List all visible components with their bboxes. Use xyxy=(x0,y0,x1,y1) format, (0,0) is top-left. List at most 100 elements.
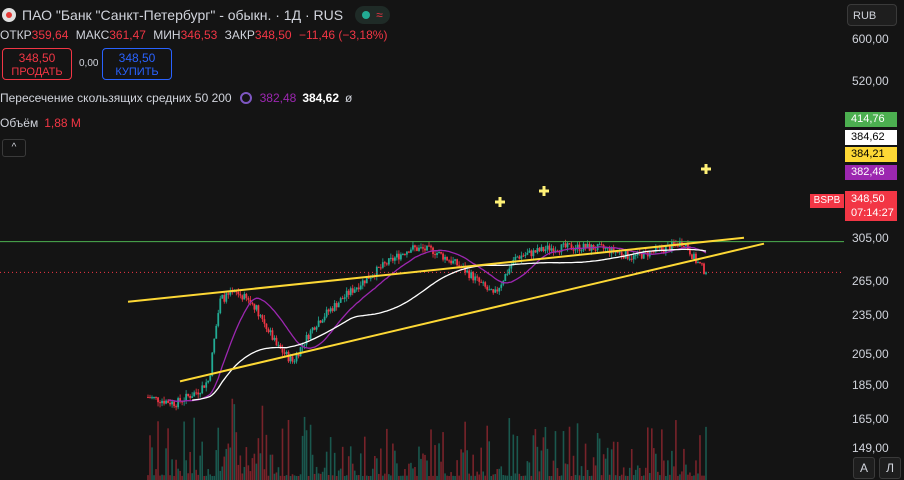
hline-price-badge: 414,76 xyxy=(845,112,897,127)
volume-bar xyxy=(542,437,545,480)
candle-body xyxy=(369,277,372,279)
volume-bar xyxy=(353,470,356,480)
volume-bar xyxy=(480,447,482,480)
symbol-header[interactable]: ПАО "Банк "Санкт-Петербург" - обыкн. · 1… xyxy=(0,4,390,26)
candle-body xyxy=(171,401,173,405)
volume-bar xyxy=(518,473,521,480)
candle-body xyxy=(693,253,695,260)
ma50-price-badge: 382,48 xyxy=(845,165,897,180)
market-status-pill[interactable]: ≈ xyxy=(355,6,390,24)
log-scale-button[interactable]: Л xyxy=(879,457,901,479)
candle-body xyxy=(658,247,661,249)
candle-body xyxy=(315,326,318,330)
volume-bar xyxy=(695,460,697,480)
candle-body xyxy=(187,393,190,396)
volume-bar xyxy=(574,474,577,480)
volume-bar xyxy=(653,448,655,480)
candle-body xyxy=(167,400,169,403)
volume-bar xyxy=(624,475,627,480)
candle-body xyxy=(640,253,643,259)
auto-scale-button[interactable]: А xyxy=(853,457,875,479)
candle-body xyxy=(404,253,406,255)
candle-body xyxy=(562,243,565,245)
volume-bar xyxy=(444,473,446,480)
candle-body xyxy=(207,380,210,383)
candle-body xyxy=(689,249,691,255)
candle-body xyxy=(385,263,388,265)
volume-bar xyxy=(644,467,647,480)
volume-bar xyxy=(536,446,539,480)
candle-body xyxy=(387,258,390,265)
volume-bar xyxy=(538,471,541,480)
candle-body xyxy=(377,266,380,268)
candle-body xyxy=(193,392,196,397)
volume-bar xyxy=(309,424,312,480)
buy-button[interactable]: 348,50 КУПИТЬ xyxy=(102,48,172,80)
volume-bar xyxy=(604,458,607,480)
volume-bar xyxy=(502,474,505,480)
candle-body xyxy=(604,247,607,249)
volume-bar xyxy=(530,475,533,480)
candle-body xyxy=(317,320,320,327)
volume-bar xyxy=(420,458,422,480)
currency-selector[interactable]: RUB xyxy=(847,4,897,26)
volume-bar xyxy=(665,475,667,480)
volume-bar xyxy=(165,448,167,480)
volume-bar xyxy=(476,471,478,480)
volume-bar xyxy=(151,447,153,480)
volume-bar xyxy=(365,475,368,480)
change-value: −11,46 (−3,18%) xyxy=(298,28,388,42)
candle-body xyxy=(564,243,567,248)
candle-body xyxy=(395,253,398,258)
candle-body xyxy=(347,290,350,295)
candle-body xyxy=(576,244,579,249)
volume-bar xyxy=(552,460,555,480)
candle-body xyxy=(237,292,240,295)
candle-body xyxy=(574,248,577,251)
volume-bar xyxy=(638,467,641,480)
candle-body xyxy=(219,298,222,314)
candle-body xyxy=(552,248,555,253)
candle-body xyxy=(614,251,617,253)
indicator-legend[interactable]: Пересечение скользящих средних 50 200 38… xyxy=(0,91,352,105)
volume-bar xyxy=(161,474,163,480)
candle-body xyxy=(277,344,280,346)
candle-body xyxy=(520,255,523,259)
volume-bar xyxy=(159,475,161,480)
volume-bar xyxy=(685,464,687,480)
volume-bar xyxy=(195,469,197,480)
volume-bar xyxy=(606,447,609,480)
volume-bar xyxy=(462,452,464,480)
volume-bar xyxy=(434,445,436,480)
candle-body xyxy=(169,402,171,405)
volume-bar xyxy=(339,468,342,480)
collapse-legend-button[interactable]: ^ xyxy=(2,139,26,157)
candle-body xyxy=(568,243,571,245)
candle-body xyxy=(620,252,623,256)
candle-body xyxy=(476,276,479,278)
candle-body xyxy=(508,268,511,274)
candle-body xyxy=(289,356,292,362)
volume-legend[interactable]: Объём 1,88 M xyxy=(0,116,81,130)
volume-bar xyxy=(157,421,159,480)
last-price-badge: 348,50 07:14:27 xyxy=(845,191,897,221)
candle-body xyxy=(560,244,563,253)
volume-bar xyxy=(661,429,663,480)
trendline-price-badge: 384,21 xyxy=(845,147,897,162)
candle-body xyxy=(197,392,200,395)
volume-bar xyxy=(355,475,358,480)
volume-bar xyxy=(175,459,177,480)
open-label: ОТКР xyxy=(0,28,32,42)
candle-body xyxy=(664,246,667,253)
candle-body xyxy=(359,285,362,290)
sell-button[interactable]: 348,50 ПРОДАТЬ xyxy=(2,48,72,80)
candle-body xyxy=(381,262,384,268)
candle-body xyxy=(297,354,300,357)
volume-bar xyxy=(217,427,220,480)
volume-bar xyxy=(155,469,157,480)
volume-bar xyxy=(580,466,583,480)
volume-bar xyxy=(667,460,669,480)
volume-bar xyxy=(671,450,673,480)
volume-bar xyxy=(687,474,689,480)
